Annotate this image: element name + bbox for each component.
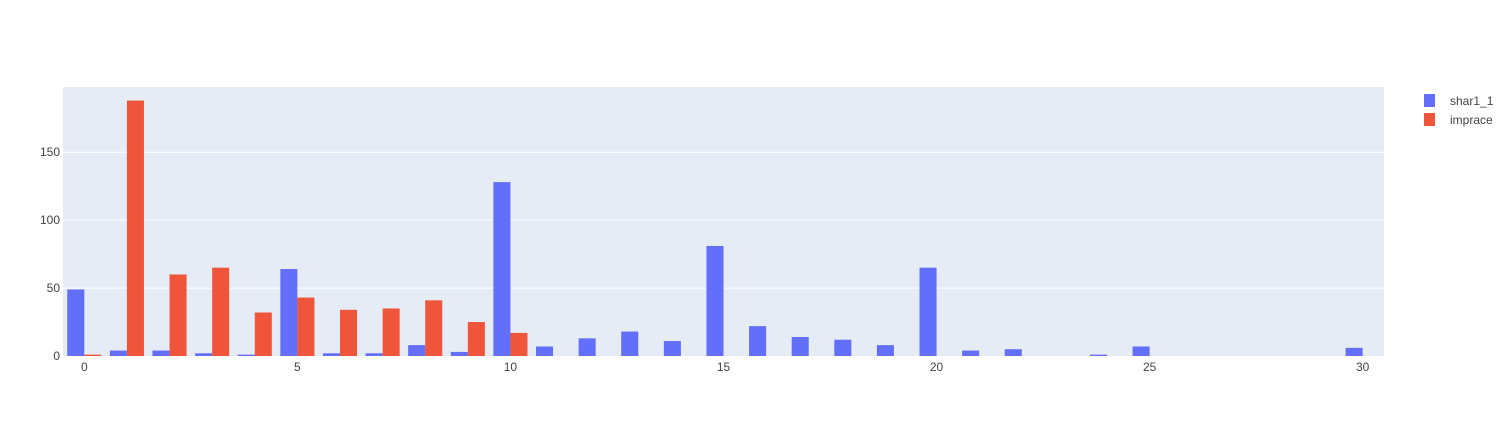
y-tick-label: 0 xyxy=(53,349,60,363)
x-tick-label: 30 xyxy=(1356,360,1370,374)
bar-imprace-7[interactable] xyxy=(382,308,400,356)
bar-imprace-0[interactable] xyxy=(84,354,102,356)
bar-imprace-10[interactable] xyxy=(510,332,528,356)
legend-item-shar1_1[interactable]: shar1_1 xyxy=(1424,94,1494,108)
bar-shar1_1-15[interactable] xyxy=(706,245,724,356)
bar-imprace-6[interactable] xyxy=(339,309,358,356)
bar-shar1_1-18[interactable] xyxy=(834,339,852,356)
legend-swatch xyxy=(1424,94,1435,107)
bar-shar1_1-14[interactable] xyxy=(663,341,681,356)
bar-shar1_1-24[interactable] xyxy=(1089,354,1108,356)
bar-shar1_1-5[interactable] xyxy=(280,269,298,356)
bar-imprace-3[interactable] xyxy=(212,267,230,356)
bar-imprace-5[interactable] xyxy=(297,297,315,356)
legend-label: shar1_1 xyxy=(1450,94,1494,108)
bar-shar1_1-25[interactable] xyxy=(1132,346,1150,356)
bar-shar1_1-0[interactable] xyxy=(67,289,85,356)
bars xyxy=(67,100,1363,356)
y-tick-label: 50 xyxy=(47,281,61,295)
x-tick-label: 25 xyxy=(1143,360,1157,374)
bar-shar1_1-16[interactable] xyxy=(749,326,767,356)
bar-imprace-4[interactable] xyxy=(254,312,272,356)
bar-shar1_1-30[interactable] xyxy=(1345,347,1363,356)
legend-item-imprace[interactable]: imprace xyxy=(1424,113,1493,127)
bar-shar1_1-17[interactable] xyxy=(791,336,809,356)
series-imprace xyxy=(84,100,528,356)
y-tick-label: 100 xyxy=(40,213,60,227)
x-tick-label: 15 xyxy=(717,360,731,374)
bar-shar1_1-9[interactable] xyxy=(450,351,468,356)
bar-shar1_1-21[interactable] xyxy=(962,350,980,356)
bar-shar1_1-22[interactable] xyxy=(1004,349,1022,356)
x-tick-label: 20 xyxy=(930,360,944,374)
bar-shar1_1-7[interactable] xyxy=(365,353,383,356)
y-tick-label: 150 xyxy=(40,145,60,159)
bar-shar1_1-2[interactable] xyxy=(152,350,170,356)
bar-shar1_1-6[interactable] xyxy=(322,353,340,356)
bar-shar1_1-19[interactable] xyxy=(876,345,894,356)
x-tick-label: 0 xyxy=(81,360,88,374)
bar-shar1_1-4[interactable] xyxy=(237,354,255,356)
bar-shar1_1-1[interactable] xyxy=(109,350,127,356)
bar-imprace-2[interactable] xyxy=(169,274,187,356)
bar-shar1_1-11[interactable] xyxy=(536,346,554,356)
bar-imprace-8[interactable] xyxy=(425,300,443,356)
bar-shar1_1-20[interactable] xyxy=(919,267,937,356)
bar-imprace-9[interactable] xyxy=(467,322,485,356)
bar-shar1_1-8[interactable] xyxy=(408,345,426,356)
x-axis-ticks: 0 5 10 15 20 25 30 xyxy=(81,360,1370,374)
x-tick-label: 5 xyxy=(294,360,301,374)
y-axis-ticks: 0 50 100 150 xyxy=(40,145,60,363)
legend-label: imprace xyxy=(1450,113,1493,127)
bar-shar1_1-3[interactable] xyxy=(195,353,213,356)
bar-shar1_1-12[interactable] xyxy=(578,338,596,356)
legend-swatch xyxy=(1424,113,1435,126)
x-tick-label: 10 xyxy=(504,360,518,374)
bar-shar1_1-10[interactable] xyxy=(493,182,511,356)
bar-shar1_1-13[interactable] xyxy=(621,331,639,356)
bar-imprace-1[interactable] xyxy=(126,100,144,356)
series-shar1_1 xyxy=(67,182,1363,356)
